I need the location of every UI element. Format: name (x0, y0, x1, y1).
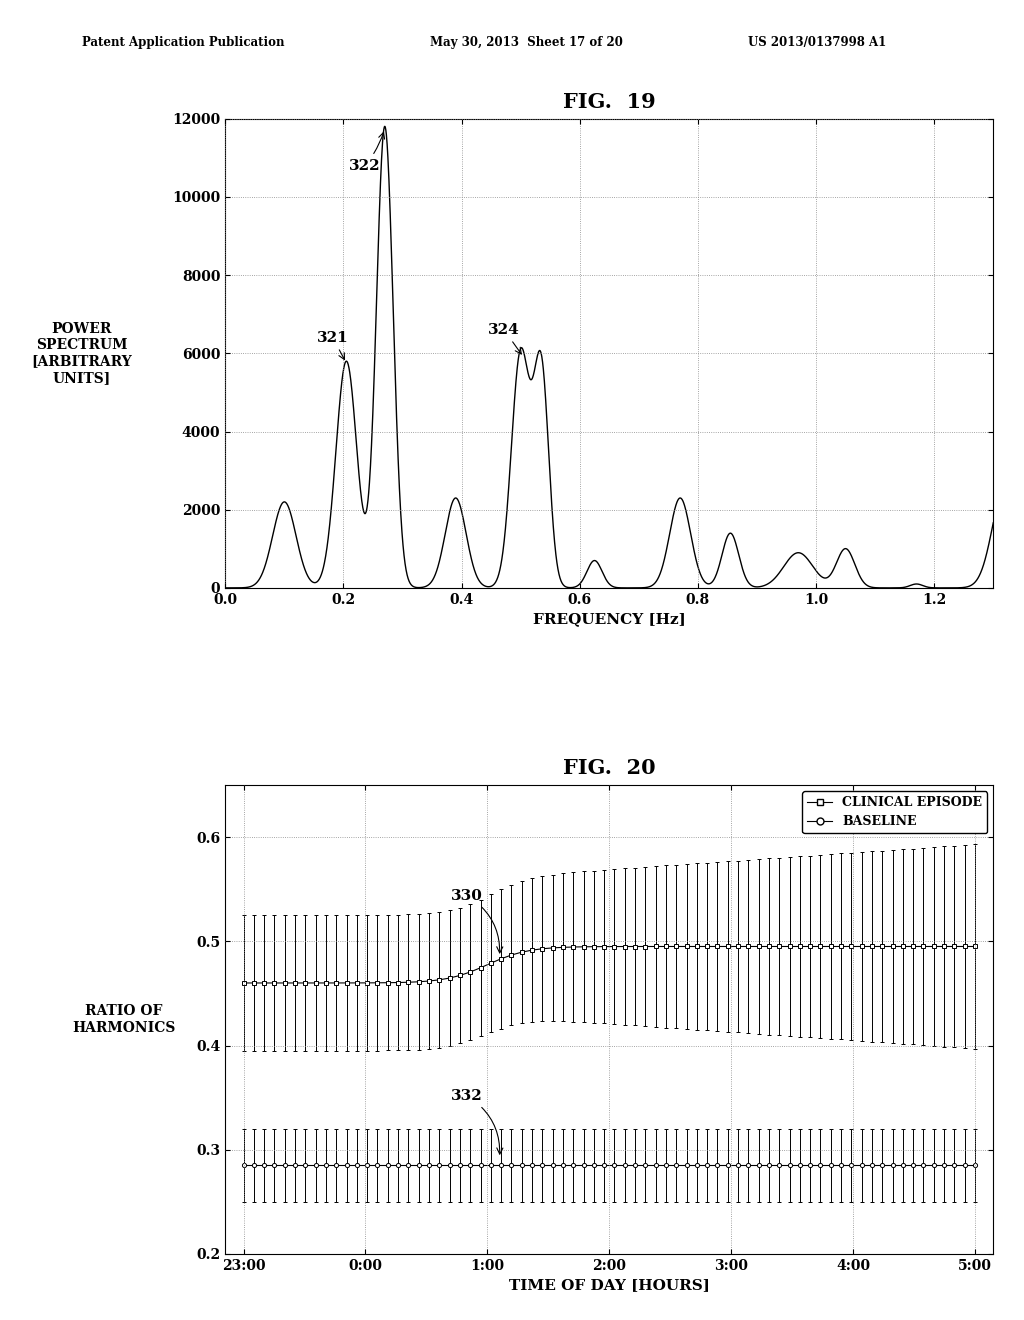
X-axis label: FREQUENCY [Hz]: FREQUENCY [Hz] (532, 612, 686, 626)
Text: 321: 321 (316, 330, 348, 359)
Y-axis label: POWER
SPECTRUM
[ARBITRARY
UNITS]: POWER SPECTRUM [ARBITRARY UNITS] (32, 322, 132, 384)
Text: 332: 332 (451, 1089, 503, 1154)
Text: 330: 330 (451, 888, 503, 953)
Text: May 30, 2013  Sheet 17 of 20: May 30, 2013 Sheet 17 of 20 (430, 36, 623, 49)
Text: 322: 322 (349, 132, 385, 173)
X-axis label: TIME OF DAY [HOURS]: TIME OF DAY [HOURS] (509, 1278, 710, 1292)
Text: US 2013/0137998 A1: US 2013/0137998 A1 (748, 36, 886, 49)
Text: Patent Application Publication: Patent Application Publication (82, 36, 285, 49)
Title: FIG.  19: FIG. 19 (563, 91, 655, 112)
Title: FIG.  20: FIG. 20 (563, 758, 655, 777)
Text: 324: 324 (488, 323, 521, 354)
Y-axis label: RATIO OF
HARMONICS: RATIO OF HARMONICS (73, 1005, 176, 1035)
Legend: CLINICAL EPISODE, BASELINE: CLINICAL EPISODE, BASELINE (802, 791, 987, 833)
